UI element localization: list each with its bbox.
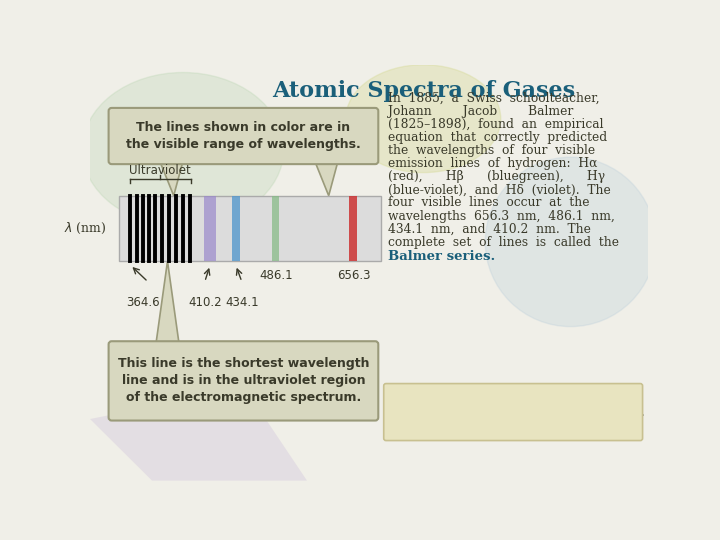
Text: (blue-violet),  and  Hδ  (violet).  The: (blue-violet), and Hδ (violet). The [388, 184, 611, 197]
Text: wavelengths  656.3  nm,  486.1  nm,: wavelengths 656.3 nm, 486.1 nm, [388, 210, 616, 222]
Text: $\dfrac{1}{\lambda} = R_{\mathrm{H}}\!\left(\dfrac{1}{2^2} - \dfrac{1}{n^2}\righ: $\dfrac{1}{\lambda} = R_{\mathrm{H}}\!\l… [394, 394, 518, 430]
Text: $\lambda$ (nm): $\lambda$ (nm) [64, 221, 107, 236]
Text: the  wavelengths  of  four  visible: the wavelengths of four visible [388, 144, 595, 157]
Polygon shape [156, 261, 179, 345]
Text: (red),      Hβ      (bluegreen),      Hγ: (red), Hβ (bluegreen), Hγ [388, 170, 606, 183]
Text: The lines shown in color are in
the visible range of wavelengths.: The lines shown in color are in the visi… [126, 121, 361, 151]
Text: 434.1  nm,  and  410.2  nm.  The: 434.1 nm, and 410.2 nm. The [388, 222, 591, 235]
Text: four  visible  lines  occur  at  the: four visible lines occur at the [388, 197, 590, 210]
Ellipse shape [346, 65, 500, 173]
Ellipse shape [82, 72, 284, 226]
Text: 410.2: 410.2 [188, 296, 222, 309]
Text: 434.1: 434.1 [225, 296, 258, 309]
Polygon shape [315, 161, 338, 195]
FancyBboxPatch shape [232, 195, 240, 261]
Text: equation  that  correctly  predicted: equation that correctly predicted [388, 131, 608, 144]
Text: emission  lines  of  hydrogen:  Hα: emission lines of hydrogen: Hα [388, 157, 598, 170]
Text: Ultraviolet: Ultraviolet [129, 164, 191, 177]
FancyBboxPatch shape [384, 383, 642, 441]
FancyBboxPatch shape [109, 341, 378, 421]
Text: Atomic Spectra of Gases: Atomic Spectra of Gases [271, 80, 575, 102]
Polygon shape [160, 161, 183, 195]
FancyBboxPatch shape [349, 195, 357, 261]
Text: 364.6: 364.6 [126, 296, 160, 309]
Text: In  1885,  a  Swiss  schoolteacher,: In 1885, a Swiss schoolteacher, [388, 92, 600, 105]
Polygon shape [90, 388, 307, 481]
Text: This line is the shortest wavelength
line and is in the ultraviolet region
of th: This line is the shortest wavelength lin… [117, 357, 369, 404]
FancyBboxPatch shape [109, 108, 378, 164]
Text: 656.3: 656.3 [337, 269, 370, 282]
Text: Balmer series.: Balmer series. [388, 249, 495, 262]
Ellipse shape [485, 157, 656, 327]
FancyBboxPatch shape [120, 195, 382, 261]
Text: complete  set  of  lines  is  called  the: complete set of lines is called the [388, 236, 619, 249]
Text: (1825–1898),  found  an  empirical: (1825–1898), found an empirical [388, 118, 604, 131]
Text: Johann        Jacob        Balmer: Johann Jacob Balmer [388, 105, 574, 118]
Text: $n = 3, 4, 5, \ldots$: $n = 3, 4, 5, \ldots$ [557, 404, 644, 420]
FancyBboxPatch shape [272, 195, 279, 261]
FancyBboxPatch shape [204, 195, 216, 261]
Text: 486.1: 486.1 [259, 269, 293, 282]
